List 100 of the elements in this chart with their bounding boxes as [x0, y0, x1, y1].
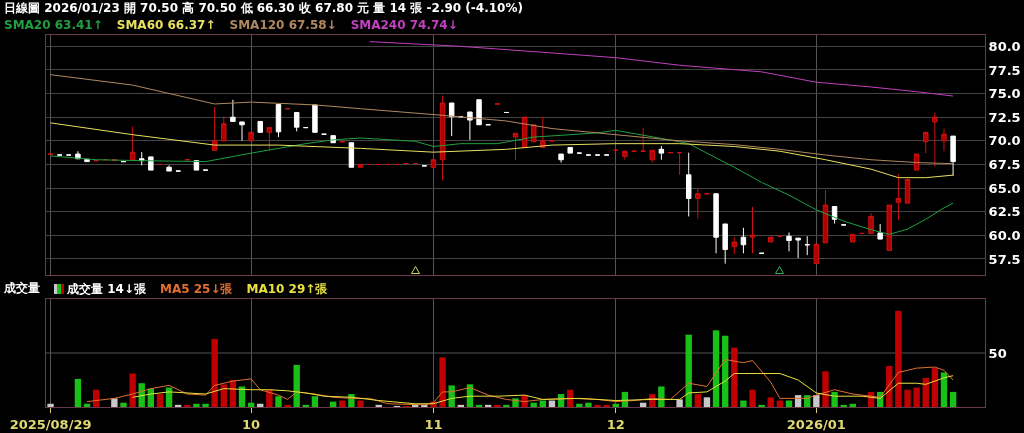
- candlestick: [722, 223, 728, 265]
- bar: [712, 330, 720, 407]
- y-tick-label: 75.0: [988, 86, 1021, 102]
- candlestick: [685, 152, 692, 217]
- bar: [913, 387, 920, 407]
- y-tick-label: 65.0: [988, 180, 1021, 196]
- candlestick: [822, 189, 829, 244]
- candlestick: [266, 127, 273, 151]
- candlestick: [804, 235, 810, 256]
- chart-title: 成交量: [4, 280, 40, 297]
- candlestick: [512, 132, 519, 161]
- bar: [740, 400, 747, 407]
- candlestick: [476, 99, 482, 126]
- candlestick: [713, 193, 719, 254]
- candlestick: [230, 99, 236, 122]
- bar: [284, 404, 291, 407]
- bar: [111, 398, 118, 407]
- candlestick: [749, 206, 756, 254]
- bar: [703, 397, 711, 407]
- x-tick-label: 10: [242, 416, 261, 432]
- y-tick-label: 60.0: [988, 227, 1021, 243]
- bar: [156, 394, 164, 407]
- y-tick-label: 70.0: [988, 133, 1021, 149]
- bar: [676, 399, 683, 407]
- candlestick: [567, 146, 573, 154]
- bar: [758, 404, 765, 407]
- candlestick: [795, 237, 801, 259]
- bar: [694, 394, 702, 407]
- bar: [120, 402, 127, 407]
- candlestick: [521, 116, 528, 148]
- y-tick-label: 62.5: [988, 204, 1021, 220]
- text: SMA20 63.41↑: [4, 17, 103, 33]
- candlestick: [904, 179, 911, 204]
- y-tick-label: 50: [988, 345, 1007, 361]
- candlestick: [913, 153, 920, 171]
- candlestick: [430, 159, 437, 168]
- text: SMA120 67.58↓: [229, 17, 337, 33]
- bar: [220, 384, 227, 407]
- bar: [931, 368, 939, 407]
- candlestick: [558, 153, 564, 164]
- candlestick: [312, 104, 318, 133]
- bar: [685, 334, 692, 407]
- candlestick: [275, 103, 282, 138]
- x-tick-label: 11: [424, 416, 443, 432]
- line-series: [369, 41, 954, 97]
- x-tick-label: 2025/08/29: [9, 416, 92, 432]
- x-tick-label: 12: [606, 416, 625, 432]
- bar: [275, 396, 282, 407]
- candlestick: [923, 131, 929, 154]
- bar: [576, 403, 583, 407]
- y-tick-label: 72.5: [988, 109, 1021, 125]
- bar: [357, 400, 364, 407]
- candlestick: [676, 152, 683, 176]
- candlestick: [895, 173, 902, 221]
- candlestick: [129, 126, 136, 161]
- y-tick-label: 67.5: [988, 157, 1021, 172]
- candlestick: [357, 163, 364, 168]
- bar: [822, 371, 829, 407]
- bar: [904, 389, 911, 407]
- legend-label: 成交量 14↓張: [67, 281, 146, 296]
- bar: [949, 391, 957, 407]
- line-series: [50, 74, 954, 165]
- candlestick: [768, 236, 774, 243]
- candlestick: [221, 115, 227, 142]
- y-tick-label: 57.5: [988, 251, 1021, 267]
- bar: [594, 404, 601, 407]
- candlestick: [877, 223, 883, 240]
- bar: [658, 386, 665, 407]
- candlestick: [941, 128, 947, 152]
- candlestick: [640, 127, 646, 152]
- candlestick: [868, 212, 874, 234]
- bar: [202, 403, 209, 407]
- candlestick: [248, 131, 254, 142]
- candlestick: [439, 94, 446, 182]
- chart-title: 日線圖 2026/01/23 開 70.50 高 70.50 低 66.30 收 67.80 元 量 14 張 -2.90 (-4.10%): [4, 0, 524, 17]
- bar: [211, 338, 218, 407]
- text: MA10 29↑張: [246, 280, 328, 297]
- candlestick: [731, 236, 738, 255]
- candlestick: [813, 243, 820, 265]
- bar: [311, 396, 319, 407]
- bar: [831, 391, 838, 407]
- bar: [585, 402, 592, 407]
- bar: [767, 397, 774, 407]
- bar: [895, 310, 902, 407]
- bar: [238, 386, 246, 407]
- candlestick: [850, 233, 856, 243]
- candlestick: [257, 120, 263, 133]
- bar: [439, 357, 446, 407]
- series-label: SMA240 74.74↓: [350, 17, 458, 33]
- candlestick: [448, 102, 455, 137]
- candlestick: [886, 204, 893, 251]
- text: SMA60 66.37↑: [116, 17, 216, 33]
- candlestick: [932, 111, 938, 167]
- bar: [603, 404, 610, 407]
- bar: [129, 373, 136, 407]
- bar: [193, 403, 200, 407]
- y-tick-label: 77.5: [988, 62, 1021, 78]
- bar: [813, 395, 820, 407]
- candlestick: [467, 111, 473, 141]
- bar: [266, 389, 273, 407]
